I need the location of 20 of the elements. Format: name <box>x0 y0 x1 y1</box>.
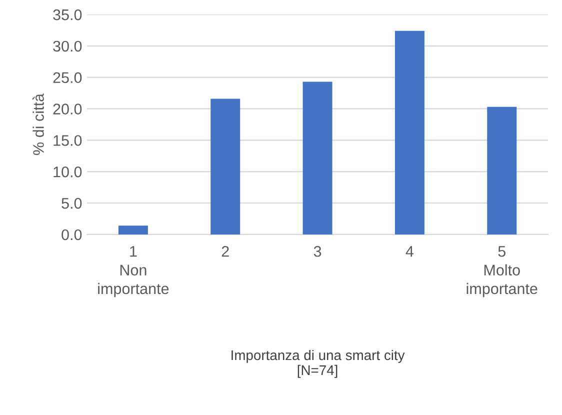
x-tick-label: 2 <box>222 246 229 257</box>
x-axis-title: Importanza di una smart city [N=74] <box>232 350 405 378</box>
y-tick-label: 15.0 <box>54 135 82 146</box>
y-tick-label: 0.0 <box>62 229 82 240</box>
y-tick-label: 35.0 <box>53 9 82 20</box>
bar <box>487 106 517 234</box>
y-tick-label: 10.0 <box>54 166 82 178</box>
y-axis-title: % di città <box>32 94 44 155</box>
x-tick-label: 5 Molto importante <box>466 246 538 298</box>
bar <box>394 30 424 234</box>
y-tick-label: 5.0 <box>62 198 82 209</box>
bar <box>302 82 332 234</box>
y-tick-label: 20.0 <box>53 104 82 114</box>
x-tick-label: 3 <box>314 246 322 257</box>
x-tick-label: 1 Non importante <box>98 246 169 298</box>
bar <box>210 98 240 234</box>
y-tick-label: 30.0 <box>53 40 82 52</box>
y-tick-label: 25.0 <box>53 72 82 84</box>
x-tick-label: 4 <box>406 246 414 257</box>
bar <box>118 226 148 234</box>
